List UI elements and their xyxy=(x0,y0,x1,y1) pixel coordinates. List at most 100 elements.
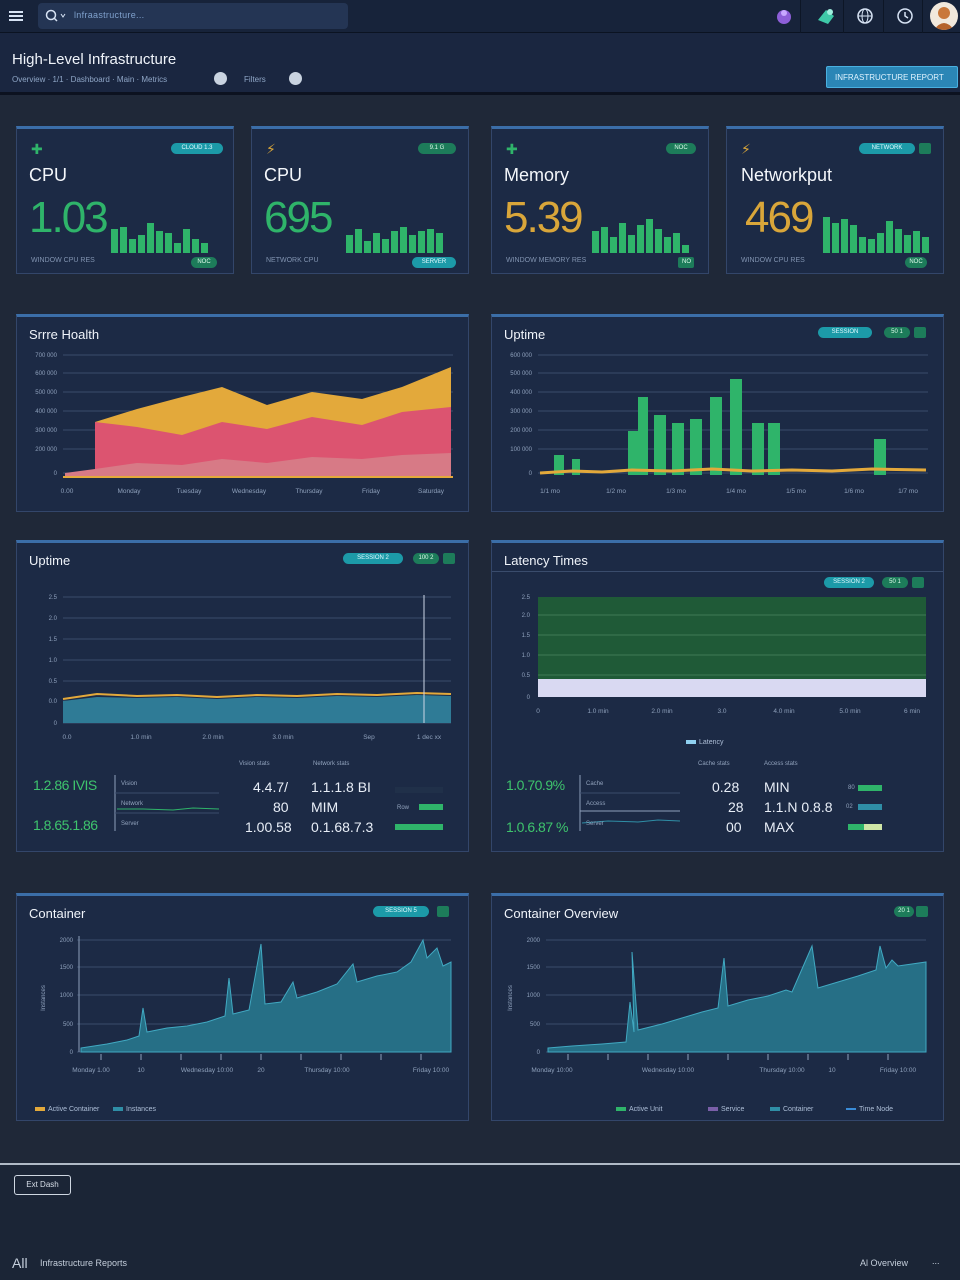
stat-value: 1.1.1.8 BI xyxy=(311,779,371,795)
kpi-sparkbars xyxy=(823,217,929,253)
x-tick: 0.00 xyxy=(61,488,74,495)
x-tick: 10 xyxy=(137,1067,145,1074)
filter-button[interactable] xyxy=(289,72,302,85)
x-tick: 1/6 mo xyxy=(844,488,864,495)
x-tick: 1 dec xx xyxy=(417,734,442,741)
extension-icon[interactable] xyxy=(772,4,796,28)
y-tick: 1000 xyxy=(527,993,541,999)
panel-container: Container SESSION 5 2000 1500 1000 500 0… xyxy=(16,893,469,1121)
stat-value: MIM xyxy=(311,799,339,815)
stat-value: 0.1.68.7.3 xyxy=(311,819,374,835)
mini-label: Cache xyxy=(586,781,604,787)
bar xyxy=(638,397,648,475)
y-tick: 0 xyxy=(70,1050,74,1056)
spike-area-chart: 2000 1500 1000 500 0 Instances Monday 10… xyxy=(508,938,927,1074)
interval-pill[interactable]: 50 1 xyxy=(884,327,910,338)
kpi-title: CPU xyxy=(29,165,68,185)
x-tick: Saturday xyxy=(418,488,445,495)
x-tick: 20 xyxy=(257,1067,265,1074)
y-tick: 2.5 xyxy=(49,595,58,601)
legend-label: Time Node xyxy=(859,1106,893,1113)
x-tick: 1/1 mo xyxy=(540,488,560,495)
user-avatar[interactable] xyxy=(930,2,958,30)
kpi-sparkbars xyxy=(346,227,443,253)
globe-icon[interactable] xyxy=(853,4,877,28)
mini-label: Network xyxy=(121,801,144,807)
panel-title: Container Overview xyxy=(504,906,619,921)
footer-overview-link[interactable]: Al Overview xyxy=(860,1258,909,1268)
chart-legend: Active Unit xyxy=(616,1106,662,1113)
bar xyxy=(672,423,684,475)
expand-toggle[interactable] xyxy=(443,553,455,564)
x-tick: 2.0 min xyxy=(202,734,224,741)
topbar-divider xyxy=(883,0,884,33)
topbar-divider xyxy=(800,0,801,33)
y-tick: 1.5 xyxy=(522,633,531,639)
expand-toggle[interactable] xyxy=(912,577,924,588)
menu-icon[interactable] xyxy=(8,8,24,24)
panel-title: Uptime xyxy=(29,553,71,568)
y-tick: 0 xyxy=(54,471,58,477)
stat-bar xyxy=(858,785,882,791)
y-tick: 1.0 xyxy=(522,653,531,659)
legend-label: Instances xyxy=(126,1106,156,1113)
search-input[interactable]: lnfraastructure... xyxy=(38,3,348,29)
info-button[interactable] xyxy=(214,72,227,85)
more-icon[interactable]: ... xyxy=(932,1256,940,1266)
y-tick: 0.5 xyxy=(49,679,58,685)
footer-all-link[interactable]: All xyxy=(12,1255,28,1271)
session-pill[interactable]: SESSION 5 xyxy=(373,906,429,917)
interval-pill[interactable]: 50 1 xyxy=(882,577,908,588)
kpi-foot-pill: SERVER xyxy=(412,257,456,268)
bar xyxy=(874,439,886,475)
bar xyxy=(572,459,580,475)
y-axis-label: Instances xyxy=(508,985,514,1011)
bolt-icon: ⚡ xyxy=(741,141,751,157)
session-pill[interactable]: SESSION xyxy=(818,327,872,338)
mini-sparkline xyxy=(579,775,681,831)
y-tick: 700 000 xyxy=(35,353,57,359)
kpi-card-memory: ✚ NOC Memory 5.39 WINDOW MEMORY RES NO xyxy=(491,126,709,274)
bar xyxy=(730,379,742,475)
legend-label: Service xyxy=(721,1106,745,1113)
y-tick: 200 000 xyxy=(35,447,57,453)
y-tick: 1.5 xyxy=(49,637,58,643)
stats-header: Access stats xyxy=(764,761,798,767)
area-chart: 700 000 600 000 500 000 400 000 300 000 … xyxy=(35,353,453,495)
y-tick: 500 xyxy=(530,1022,541,1028)
y-tick: 600 000 xyxy=(510,353,532,359)
kpi-foot-pill: NO xyxy=(678,257,694,268)
bar xyxy=(710,397,722,475)
y-tick: 300 000 xyxy=(510,409,532,415)
cloud-sync-icon[interactable] xyxy=(814,4,838,28)
kpi-pill-square xyxy=(919,143,931,154)
chart-legend: Service xyxy=(708,1106,744,1113)
stat-bar xyxy=(395,824,443,830)
stat-value: 1.1.N 0.8.8 xyxy=(764,799,833,815)
kpi-pill: NOC xyxy=(666,143,696,154)
session-pill[interactable]: SESSION 2 xyxy=(824,577,874,588)
y-tick: 1.0 xyxy=(49,658,58,664)
y-tick: 1500 xyxy=(60,965,74,971)
x-tick: Sep xyxy=(363,734,375,741)
x-tick: Friday 10:00 xyxy=(413,1067,450,1074)
interval-pill[interactable]: 20 1 xyxy=(894,906,914,917)
kpi-foot-pill: NOC xyxy=(905,257,927,268)
expand-toggle[interactable] xyxy=(914,327,926,338)
stat-bar xyxy=(848,824,864,830)
stat-bar xyxy=(419,804,443,810)
footer-button[interactable]: Ext Dash xyxy=(14,1175,71,1195)
spike-area-chart: 2000 1500 1000 500 0 Instances Monday 1.… xyxy=(41,936,452,1074)
kpi-pill: 9.1 G xyxy=(418,143,456,154)
interval-pill[interactable]: 100 2 xyxy=(413,553,439,564)
session-pill[interactable]: SESSION 2 xyxy=(343,553,403,564)
expand-toggle[interactable] xyxy=(437,906,449,917)
kpi-title: CPU xyxy=(264,165,303,185)
report-button[interactable]: INFRASTRUCTURE REPORT xyxy=(826,66,958,88)
bar xyxy=(554,455,564,475)
x-tick: Tuesday xyxy=(177,488,202,495)
expand-toggle[interactable] xyxy=(916,906,928,917)
bolt-icon: ⚡ xyxy=(266,141,276,157)
clock-icon[interactable] xyxy=(893,4,917,28)
footer-reports-link[interactable]: Infrastructure Reports xyxy=(40,1258,128,1268)
